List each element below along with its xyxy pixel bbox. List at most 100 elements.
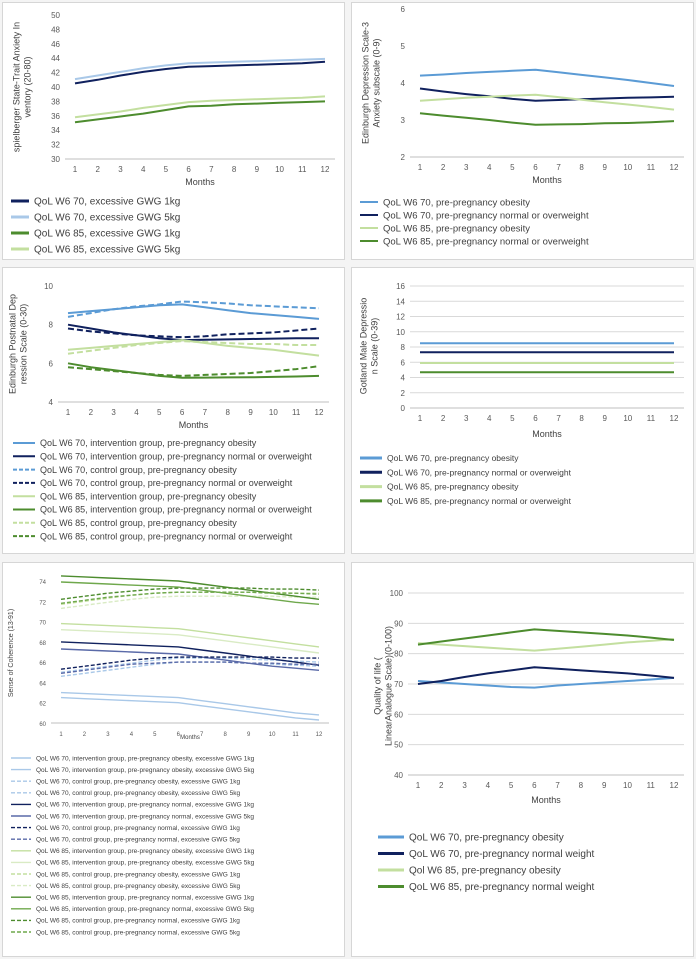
y-tick-label: 30: [51, 155, 60, 164]
y-tick-label: 60: [39, 722, 46, 728]
x-tick-label: 11: [647, 781, 656, 790]
x-tick-label: 8: [226, 408, 231, 417]
x-tick-label: 3: [464, 414, 469, 423]
y-tick-label: 68: [39, 641, 46, 647]
y-tick-label: 16: [396, 282, 405, 291]
x-tick-label: 4: [486, 781, 491, 790]
x-tick-label: 11: [647, 163, 656, 172]
series-line-8: [67, 365, 320, 377]
legend-label: Qol W6 85, pre-pregnancy obesity: [409, 866, 561, 877]
y-tick-label: 40: [394, 771, 403, 780]
y-tick-label: 32: [51, 141, 60, 150]
legend-label: QoL W6 70, control group, pre-pregnancy …: [40, 478, 293, 488]
x-tick-label: 6: [180, 408, 185, 417]
legend-label: QoL W6 85, excessive GWG 5kg: [34, 245, 180, 256]
legend-label: QoL W6 85, intervention group, pre-pregn…: [40, 491, 257, 501]
series-line-4: [417, 628, 675, 646]
series-line-4: [74, 95, 326, 119]
legend-label: QoL W6 85, intervention group, pre-pregn…: [36, 894, 254, 901]
y-tick-label: 70: [39, 621, 46, 627]
x-tick-label: 4: [487, 163, 492, 172]
x-tick-label: 9: [603, 163, 608, 172]
x-tick-label: 12: [670, 163, 679, 172]
x-tick-label: 10: [623, 163, 632, 172]
series-line-3: [417, 638, 675, 652]
y-axis-label: Gotland Male Depression Scale (0-39): [359, 298, 380, 395]
y-tick-label: 74: [39, 580, 46, 586]
series-line-7: [67, 340, 319, 355]
x-tick-label: 11: [647, 414, 656, 423]
legend-label: QoL W6 70, pre-pregnancy normal or overw…: [387, 467, 572, 477]
y-tick-label: 6: [401, 5, 406, 14]
series-line-4: [67, 327, 320, 339]
y-tick-label: 8: [401, 343, 406, 352]
y-tick-label: 66: [39, 661, 46, 667]
x-tick-label: 5: [510, 414, 515, 423]
x-tick-label: 11: [292, 408, 301, 417]
x-tick-label: 12: [670, 414, 679, 423]
x-tick-label: 2: [441, 163, 446, 172]
y-tick-label: 46: [51, 40, 60, 49]
legend-label: QoL W6 70, control group, pre-pregnancy …: [40, 465, 237, 475]
x-tick-label: 11: [292, 732, 299, 738]
legend-label: QoL W6 85, control group, pre-pregnancy …: [36, 883, 241, 890]
legend-label: QoL W6 70, intervention group, pre-pregn…: [36, 813, 254, 820]
x-tick-label: 3: [462, 781, 467, 790]
chart-panel-epds: 4 6 8 10 1 2 3 4 5 6 7 8 9 10 11 12 Months Edinburgh Post…: [2, 267, 345, 554]
y-tick-label: 0: [401, 404, 406, 413]
x-tick-label: 7: [555, 781, 560, 790]
y-tick-label: 4: [401, 79, 406, 88]
x-tick-label: 7: [209, 165, 214, 174]
y-axis-label: Edinburgh Postnatal Depression Scale (0-…: [8, 294, 29, 394]
series-line-10: [60, 629, 320, 654]
legend-label: QoL W6 70, pre-pregnancy normal weight: [409, 849, 595, 860]
series-line-7: [60, 656, 319, 670]
y-tick-label: 8: [49, 321, 54, 330]
x-tick-label: 10: [623, 781, 632, 790]
x-tick-label: 8: [579, 414, 584, 423]
x-tick-label: 11: [298, 165, 307, 174]
y-tick-label: 100: [390, 589, 404, 598]
x-tick-label: 12: [316, 732, 323, 738]
legend-label: QoL W6 70, pre-pregnancy obesity: [387, 453, 519, 463]
x-tick-label: 6: [532, 781, 537, 790]
y-tick-label: 6: [49, 359, 54, 368]
series-line-3: [74, 100, 326, 124]
x-tick-label: 10: [623, 414, 632, 423]
legend-label: QoL W6 70, control group, pre-pregnancy …: [36, 836, 240, 843]
y-axis-label: spielberger State-Trait Anxiety Inventor…: [12, 22, 33, 152]
series-line-4: [419, 112, 675, 126]
chart-panel-eds3: 2 3 4 5 6 1 2 3 4 5 6 7 8 9 10 11 12 Months Edinburgh Depr…: [351, 2, 694, 260]
legend-label: QoL W6 85, pre-pregnancy normal or overw…: [383, 236, 589, 247]
legend-label: QoL W6 70, control group, pre-pregnancy …: [36, 778, 241, 785]
x-tick-label: 4: [130, 732, 134, 738]
x-tick-label: 6: [177, 732, 181, 738]
x-tick-label: 9: [603, 414, 608, 423]
y-tick-label: 90: [394, 619, 403, 628]
legend-label: QoL W6 70, intervention group, pre-pregn…: [40, 438, 257, 448]
x-tick-label: 8: [579, 781, 584, 790]
x-axis-label: Months: [531, 795, 561, 805]
y-tick-label: 14: [396, 297, 405, 306]
x-tick-label: 9: [602, 781, 607, 790]
x-tick-label: 2: [96, 165, 101, 174]
legend-label: QoL W6 85, control group, pre-pregnancy …: [36, 929, 240, 936]
x-tick-label: 8: [232, 165, 237, 174]
y-tick-label: 48: [51, 25, 60, 34]
x-tick-label: 5: [157, 408, 162, 417]
y-tick-label: 10: [396, 328, 405, 337]
legend-label: QoL W6 70, intervention group, pre-pregn…: [40, 451, 312, 461]
x-tick-label: 5: [509, 781, 514, 790]
y-tick-label: 36: [51, 112, 60, 121]
y-axis-label: Sense of Coherence (13-91): [8, 609, 15, 697]
legend-label: QoL W6 70, pre-pregnancy obesity: [409, 833, 564, 844]
x-tick-label: 1: [66, 408, 71, 417]
x-tick-label: 10: [269, 408, 278, 417]
y-tick-label: 40: [51, 83, 60, 92]
y-tick-label: 2: [401, 153, 406, 162]
legend-label: QoL W6 85, intervention group, pre-pregn…: [36, 860, 255, 867]
legend-label: QoL W6 85, pre-pregnancy obesity: [387, 482, 519, 492]
x-tick-label: 4: [141, 165, 146, 174]
